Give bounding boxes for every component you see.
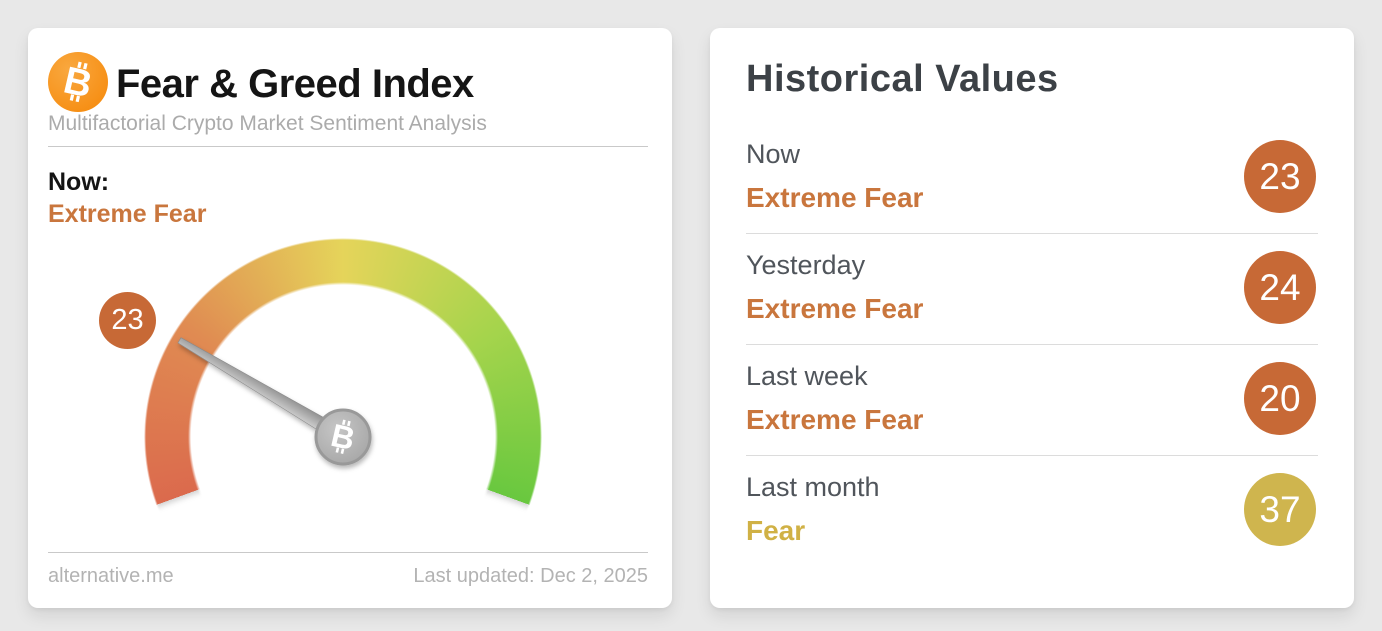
page-title: Fear & Greed Index <box>116 62 474 106</box>
history-label: Now <box>746 139 801 169</box>
footer-divider <box>48 552 648 553</box>
now-label: Now: <box>48 168 110 196</box>
source-link[interactable]: alternative.me <box>48 565 174 587</box>
page-subtitle: Multifactorial Crypto Market Sentiment A… <box>48 112 487 135</box>
historical-values-title: Historical Values <box>746 58 1059 100</box>
history-sentiment: Fear <box>746 515 806 546</box>
history-row-yesterday: Yesterday Extreme Fear 24 <box>746 234 1318 345</box>
history-row-now: Now Extreme Fear 23 <box>746 123 1318 234</box>
history-value-badge: 20 <box>1244 362 1316 435</box>
history-value-badge: 37 <box>1244 473 1316 546</box>
history-row-last-month: Last month Fear 37 <box>746 456 1318 566</box>
bitcoin-logo-icon: B <box>48 52 108 112</box>
history-label: Last week <box>746 361 868 391</box>
history-sentiment: Extreme Fear <box>746 404 924 435</box>
header-divider <box>48 146 648 147</box>
gauge-hub: B <box>314 408 372 466</box>
history-label: Last month <box>746 472 880 502</box>
fear-greed-card: B Fear & Greed Index Multifactorial Cryp… <box>28 28 672 631</box>
now-sentiment: Extreme Fear <box>48 200 207 228</box>
history-label: Yesterday <box>746 250 866 280</box>
history-value-badge: 23 <box>1244 140 1316 213</box>
gauge-value-badge: 23 <box>99 292 156 349</box>
history-sentiment: Extreme Fear <box>746 293 924 324</box>
fear-greed-gauge: 23 <box>99 238 542 631</box>
history-sentiment: Extreme Fear <box>746 182 924 213</box>
last-updated-text: Last updated: Dec 2, 2025 <box>413 565 648 587</box>
history-row-last-week: Last week Extreme Fear 20 <box>746 345 1318 456</box>
history-value-badge: 24 <box>1244 251 1316 324</box>
gauge-needle-layer: B <box>177 337 372 466</box>
historical-values-card: Historical Values Now Extreme Fear 23 Ye… <box>710 28 1354 608</box>
